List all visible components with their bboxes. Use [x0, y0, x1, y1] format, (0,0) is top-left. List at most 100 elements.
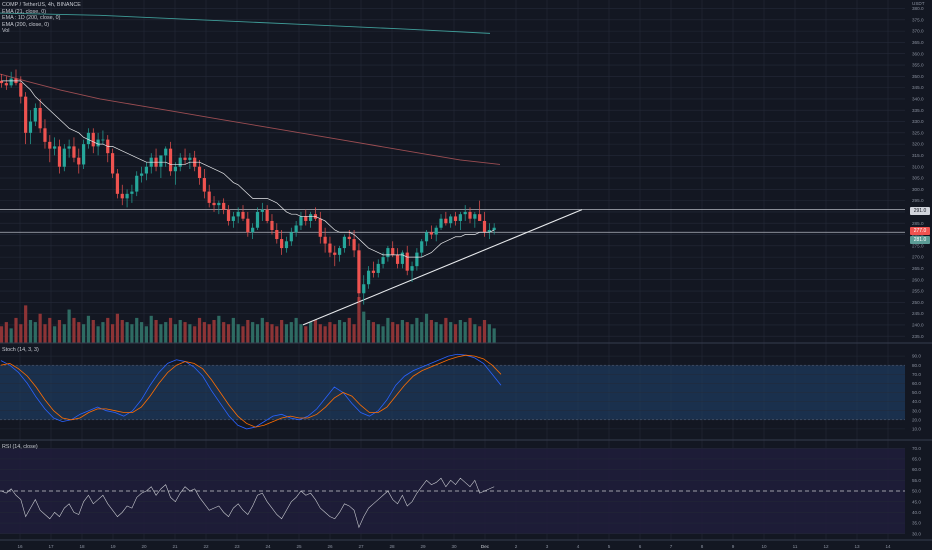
- stoch-y-tick: 80.0: [912, 363, 921, 368]
- volume-bar: [222, 322, 226, 343]
- volume-bar: [62, 324, 66, 343]
- candle-body: [386, 248, 390, 258]
- volume-bar: [226, 324, 231, 343]
- candle-body: [33, 107, 37, 122]
- volume-bar: [135, 317, 139, 343]
- volume-bar: [415, 317, 419, 343]
- candle-body: [304, 216, 308, 221]
- candle-body: [284, 241, 289, 249]
- volume-bar: [130, 324, 134, 343]
- y-tick-label: 260.0: [912, 277, 924, 282]
- candle-body: [96, 139, 100, 147]
- stoch-legend[interactable]: Stoch (14, 3, 3): [2, 347, 39, 353]
- y-tick-label: 235.0: [912, 334, 924, 339]
- volume-bar: [313, 320, 318, 343]
- rsi-y-tick: 55.0: [912, 478, 921, 483]
- last-price-badge: 277.0: [910, 227, 930, 235]
- volume-bar: [362, 311, 366, 343]
- volume-bar: [342, 322, 347, 343]
- candle-body: [449, 216, 453, 224]
- volume-bar: [207, 324, 211, 343]
- stoch-y-tick: 90.0: [912, 354, 921, 359]
- volume-bar: [173, 324, 177, 343]
- candle-body: [135, 175, 139, 192]
- candle-body: [280, 239, 284, 249]
- volume-bar: [33, 322, 37, 343]
- candle-body: [309, 214, 313, 221]
- candle-body: [299, 216, 303, 226]
- ema200-legend[interactable]: EMA (200, close, 0): [2, 21, 50, 28]
- y-tick-label: 370.0: [912, 29, 924, 34]
- rsi-line: [1, 477, 495, 529]
- y-tick-label: 330.0: [912, 119, 924, 124]
- volume-bar: [429, 320, 433, 343]
- candle-body: [48, 141, 52, 149]
- volume-bar: [391, 322, 395, 343]
- candle-body: [381, 257, 385, 264]
- volume-legend[interactable]: Vol: [2, 28, 10, 35]
- x-tick-label: 18: [79, 544, 85, 549]
- candle-body: [415, 252, 419, 267]
- candle-body: [429, 232, 433, 235]
- candle-body: [159, 155, 163, 167]
- volume-bar: [110, 324, 115, 343]
- rsi-y-tick: 40.0: [912, 510, 921, 515]
- volume-bar: [420, 322, 424, 343]
- candle-body: [352, 239, 356, 251]
- volume-bar: [434, 322, 438, 343]
- volume-bar: [376, 324, 380, 343]
- x-tick-label: 30: [451, 544, 457, 549]
- candle-body: [77, 157, 81, 165]
- candle-body: [487, 230, 491, 233]
- candle-body: [139, 173, 144, 176]
- x-tick-label: 7: [670, 544, 673, 549]
- y-tick-label: 380.0: [912, 6, 924, 11]
- candle-body: [342, 236, 347, 249]
- x-tick-label: 12: [823, 544, 829, 549]
- ema-1d-legend[interactable]: EMA : 1D (200, close, 0): [2, 15, 61, 22]
- volume-bar: [395, 324, 400, 343]
- x-tick-label: 25: [296, 544, 302, 549]
- candle-body: [400, 252, 404, 264]
- candle-body: [270, 220, 274, 230]
- y-tick-label: 285.0: [912, 221, 924, 226]
- rsi-legend[interactable]: RSI (14, close): [2, 444, 38, 450]
- volume-bar: [260, 317, 264, 343]
- y-tick-label: 310.0: [912, 164, 924, 169]
- volume-bar: [381, 326, 385, 343]
- currency-label: USDT: [912, 1, 925, 6]
- candle-body: [62, 148, 66, 167]
- ema21-line: [1, 80, 495, 258]
- resistance-price-badge: 291.0: [910, 207, 930, 215]
- symbol-title[interactable]: COMP / TetherUS, 4h, BINANCE: [2, 2, 81, 8]
- candle-body: [212, 202, 216, 206]
- x-tick-label: 22: [203, 544, 209, 549]
- volume-bar: [19, 324, 23, 343]
- volume-bar: [275, 326, 279, 343]
- candle-body: [289, 232, 293, 242]
- volume-bar: [241, 326, 245, 343]
- candle-body: [0, 80, 4, 84]
- candle-body: [405, 252, 409, 271]
- volume-bar: [125, 322, 129, 343]
- candle-body: [424, 232, 429, 242]
- chart-legend: COMP / TetherUS, 4h, BINANCE EMA (21, cl…: [2, 2, 81, 35]
- candle-body: [188, 157, 192, 160]
- volume-bar: [231, 317, 235, 343]
- volume-bar: [193, 326, 197, 343]
- ema21-legend[interactable]: EMA (21, close, 0): [2, 8, 47, 15]
- volume-bar: [439, 324, 443, 343]
- volume-bar: [482, 320, 487, 343]
- volume-bar: [217, 315, 221, 343]
- y-tick-label: 350.0: [912, 74, 924, 79]
- volume-bar: [91, 320, 95, 343]
- candle-body: [395, 254, 400, 264]
- candle-body: [453, 216, 458, 221]
- rsi-y-tick: 30.0: [912, 531, 921, 536]
- volume-bar: [149, 315, 153, 343]
- volume-bar: [115, 313, 120, 343]
- candle-body: [202, 178, 206, 192]
- x-tick-label: 21: [172, 544, 178, 549]
- volume-bar: [328, 322, 332, 343]
